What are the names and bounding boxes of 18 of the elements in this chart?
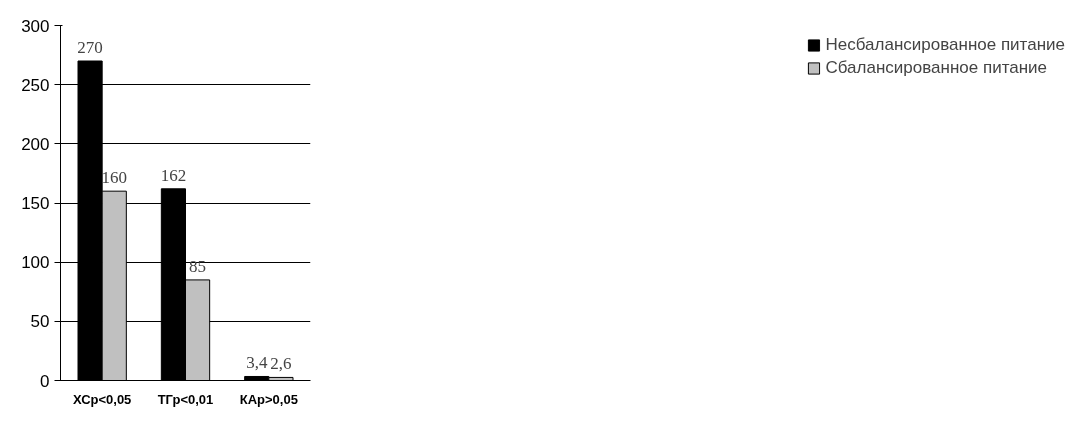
y-tick-label: 0 xyxy=(40,371,50,391)
legend-label: Сбалансированное питание xyxy=(825,58,1048,78)
data-label: 3,4 xyxy=(246,353,268,373)
y-tick-label: 250 xyxy=(21,75,50,95)
data-label: 160 xyxy=(101,168,127,188)
y-tick-label: 200 xyxy=(21,134,50,154)
x-tick-label: ХСр<0,05 xyxy=(72,391,132,407)
data-label: 85 xyxy=(189,256,207,276)
x-tick-label: ТГр<0,01 xyxy=(157,391,214,407)
data-label: 270 xyxy=(77,38,103,57)
y-tick-label: 150 xyxy=(21,194,50,213)
legend-label: Несбалансированное питание xyxy=(825,35,1065,55)
data-label: 2,6 xyxy=(270,354,292,374)
x-tick-label: КАр>0,05 xyxy=(239,391,298,407)
y-tick-label: 50 xyxy=(30,312,50,332)
y-tick-label: 300 xyxy=(21,16,50,36)
data-label: 162 xyxy=(160,165,187,185)
y-tick-label: 100 xyxy=(21,253,50,273)
